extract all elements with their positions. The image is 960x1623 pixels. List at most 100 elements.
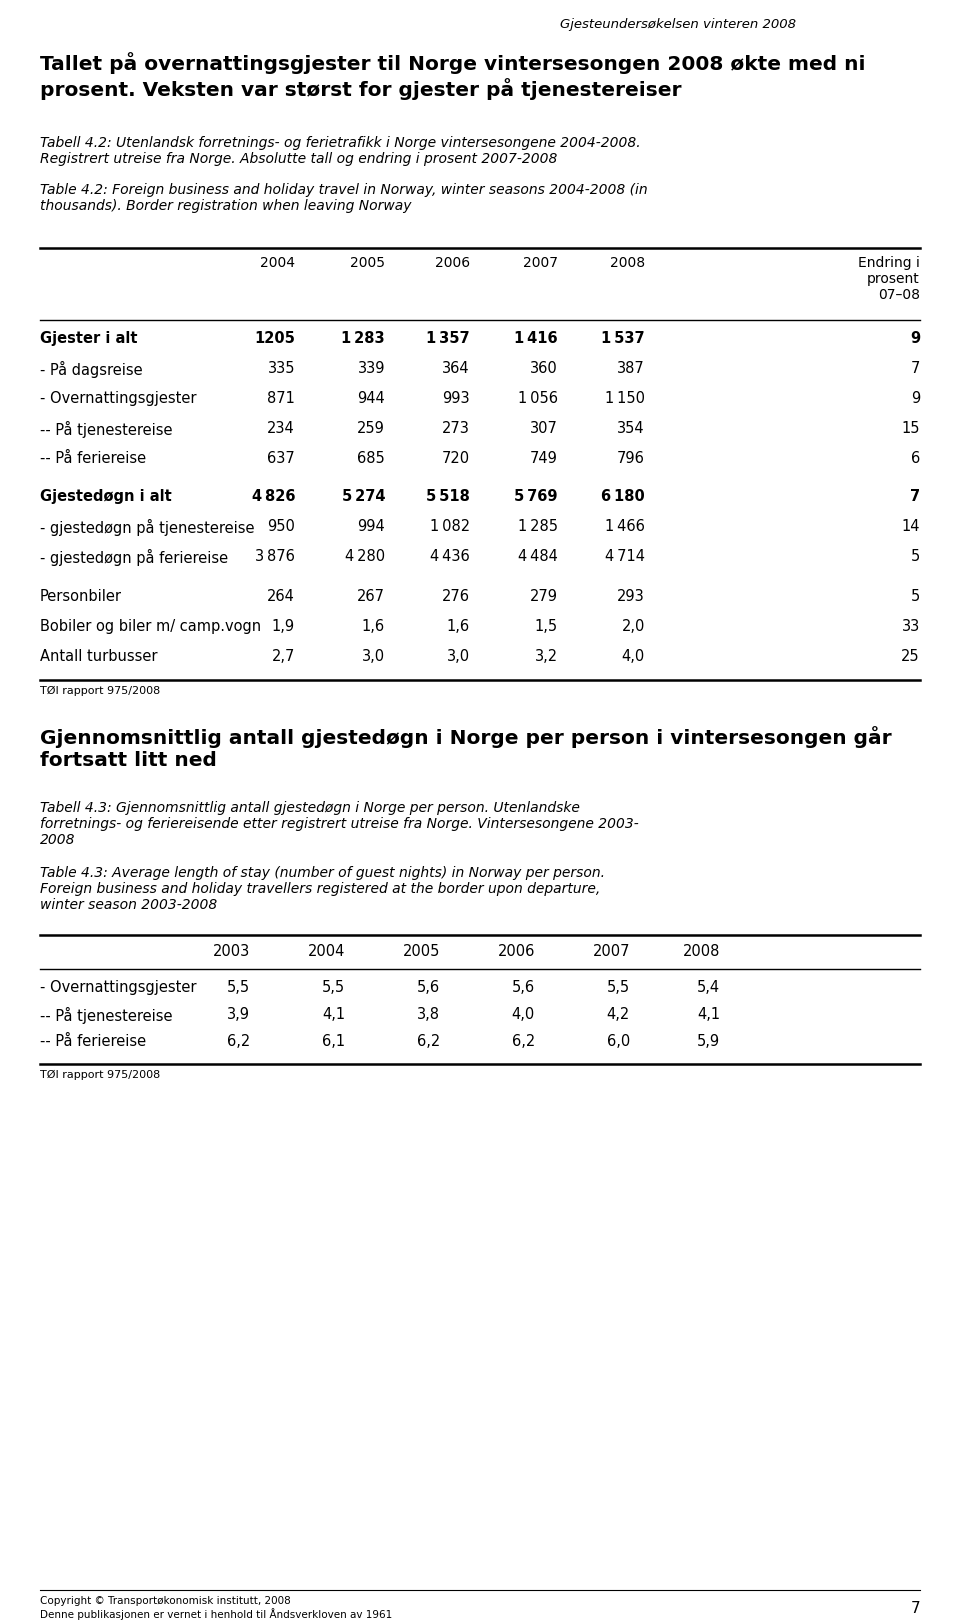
Text: Tallet på overnattingsgjester til Norge vintersesongen 2008 økte med ni
prosent.: Tallet på overnattingsgjester til Norge … xyxy=(40,52,866,99)
Text: 9: 9 xyxy=(911,391,920,406)
Text: Bobiler og biler m/ camp.vogn: Bobiler og biler m/ camp.vogn xyxy=(40,618,261,633)
Text: 4 826: 4 826 xyxy=(252,489,295,503)
Text: 3 876: 3 876 xyxy=(255,549,295,563)
Text: 5: 5 xyxy=(911,589,920,604)
Text: 2,7: 2,7 xyxy=(272,649,295,664)
Text: 3,9: 3,9 xyxy=(227,1006,250,1021)
Text: 354: 354 xyxy=(617,420,645,435)
Text: Tabell 4.3: Gjennomsnittlig antall gjestedøgn i Norge per person. Utenlandske
fo: Tabell 4.3: Gjennomsnittlig antall gjest… xyxy=(40,800,638,847)
Text: Antall turbusser: Antall turbusser xyxy=(40,649,157,664)
Text: Endring i
prosent
07–08: Endring i prosent 07–08 xyxy=(858,256,920,302)
Text: 6 180: 6 180 xyxy=(601,489,645,503)
Text: 14: 14 xyxy=(901,519,920,534)
Text: Copyright © Transportøkonomisk institutt, 2008
Denne publikasjonen er vernet i h: Copyright © Transportøkonomisk institutt… xyxy=(40,1595,393,1618)
Text: 2007: 2007 xyxy=(523,256,558,269)
Text: Gjestedøgn i alt: Gjestedøgn i alt xyxy=(40,489,172,503)
Text: 4,1: 4,1 xyxy=(322,1006,345,1021)
Text: 234: 234 xyxy=(267,420,295,435)
Text: - Overnattingsgjester: - Overnattingsgjester xyxy=(40,391,197,406)
Text: TØI rapport 975/2008: TØI rapport 975/2008 xyxy=(40,685,160,696)
Text: 3,0: 3,0 xyxy=(446,649,470,664)
Text: 4 484: 4 484 xyxy=(518,549,558,563)
Text: 2003: 2003 xyxy=(213,943,250,959)
Text: 3,2: 3,2 xyxy=(535,649,558,664)
Text: 9: 9 xyxy=(910,331,920,346)
Text: 2008: 2008 xyxy=(610,256,645,269)
Text: 1 150: 1 150 xyxy=(605,391,645,406)
Text: TØI rapport 975/2008: TØI rapport 975/2008 xyxy=(40,1070,160,1079)
Text: 4,0: 4,0 xyxy=(622,649,645,664)
Text: 685: 685 xyxy=(357,451,385,466)
Text: 5,6: 5,6 xyxy=(512,979,535,995)
Text: Gjester i alt: Gjester i alt xyxy=(40,331,137,346)
Text: 5,4: 5,4 xyxy=(697,979,720,995)
Text: 4,0: 4,0 xyxy=(512,1006,535,1021)
Text: 276: 276 xyxy=(442,589,470,604)
Text: 5 518: 5 518 xyxy=(426,489,470,503)
Text: 2006: 2006 xyxy=(497,943,535,959)
Text: 1,5: 1,5 xyxy=(535,618,558,633)
Text: Table 4.3: Average length of stay (number of guest nights) in Norway per person.: Table 4.3: Average length of stay (numbe… xyxy=(40,865,605,912)
Text: 2,0: 2,0 xyxy=(622,618,645,633)
Text: 387: 387 xyxy=(617,360,645,377)
Text: 4 714: 4 714 xyxy=(605,549,645,563)
Text: 637: 637 xyxy=(267,451,295,466)
Text: 6: 6 xyxy=(911,451,920,466)
Text: 360: 360 xyxy=(530,360,558,377)
Text: 1,9: 1,9 xyxy=(272,618,295,633)
Text: Table 4.2: Foreign business and holiday travel in Norway, winter seasons 2004-20: Table 4.2: Foreign business and holiday … xyxy=(40,183,648,213)
Text: 2005: 2005 xyxy=(350,256,385,269)
Text: 5: 5 xyxy=(911,549,920,563)
Text: 293: 293 xyxy=(617,589,645,604)
Text: 264: 264 xyxy=(267,589,295,604)
Text: 267: 267 xyxy=(357,589,385,604)
Text: 3,8: 3,8 xyxy=(417,1006,440,1021)
Text: 5,5: 5,5 xyxy=(227,979,250,995)
Text: 307: 307 xyxy=(530,420,558,435)
Text: 15: 15 xyxy=(901,420,920,435)
Text: 5,5: 5,5 xyxy=(607,979,630,995)
Text: 1205: 1205 xyxy=(254,331,295,346)
Text: 1 283: 1 283 xyxy=(342,331,385,346)
Text: 25: 25 xyxy=(901,649,920,664)
Text: Gjennomsnittlig antall gjestedøgn i Norge per person i vintersesongen går
fortsa: Gjennomsnittlig antall gjestedøgn i Norg… xyxy=(40,725,892,769)
Text: 749: 749 xyxy=(530,451,558,466)
Text: 4,1: 4,1 xyxy=(697,1006,720,1021)
Text: 5,6: 5,6 xyxy=(417,979,440,995)
Text: 7: 7 xyxy=(911,360,920,377)
Text: 4 436: 4 436 xyxy=(430,549,470,563)
Text: - Overnattingsgjester: - Overnattingsgjester xyxy=(40,979,197,995)
Text: 796: 796 xyxy=(617,451,645,466)
Text: 1 466: 1 466 xyxy=(605,519,645,534)
Text: 993: 993 xyxy=(443,391,470,406)
Text: 335: 335 xyxy=(268,360,295,377)
Text: 1 056: 1 056 xyxy=(518,391,558,406)
Text: 2006: 2006 xyxy=(435,256,470,269)
Text: Gjesteundersøkelsen vinteren 2008: Gjesteundersøkelsen vinteren 2008 xyxy=(560,18,796,31)
Text: 5,5: 5,5 xyxy=(322,979,345,995)
Text: 2004: 2004 xyxy=(260,256,295,269)
Text: 2008: 2008 xyxy=(683,943,720,959)
Text: 273: 273 xyxy=(443,420,470,435)
Text: 339: 339 xyxy=(357,360,385,377)
Text: 2007: 2007 xyxy=(592,943,630,959)
Text: 6,1: 6,1 xyxy=(322,1034,345,1048)
Text: - På dagsreise: - På dagsreise xyxy=(40,360,143,378)
Text: -- På feriereise: -- På feriereise xyxy=(40,451,146,466)
Text: 720: 720 xyxy=(442,451,470,466)
Text: 994: 994 xyxy=(357,519,385,534)
Text: 6,0: 6,0 xyxy=(607,1034,630,1048)
Text: 1 357: 1 357 xyxy=(426,331,470,346)
Text: 1,6: 1,6 xyxy=(362,618,385,633)
Text: - gjestedøgn på feriereise: - gjestedøgn på feriereise xyxy=(40,549,228,566)
Text: 6,2: 6,2 xyxy=(417,1034,440,1048)
Text: 1,6: 1,6 xyxy=(446,618,470,633)
Text: -- På feriereise: -- På feriereise xyxy=(40,1034,146,1048)
Text: 6,2: 6,2 xyxy=(227,1034,250,1048)
Text: 5 274: 5 274 xyxy=(342,489,385,503)
Text: 7: 7 xyxy=(910,489,920,503)
Text: 6,2: 6,2 xyxy=(512,1034,535,1048)
Text: 950: 950 xyxy=(267,519,295,534)
Text: 3,0: 3,0 xyxy=(362,649,385,664)
Text: 1 082: 1 082 xyxy=(430,519,470,534)
